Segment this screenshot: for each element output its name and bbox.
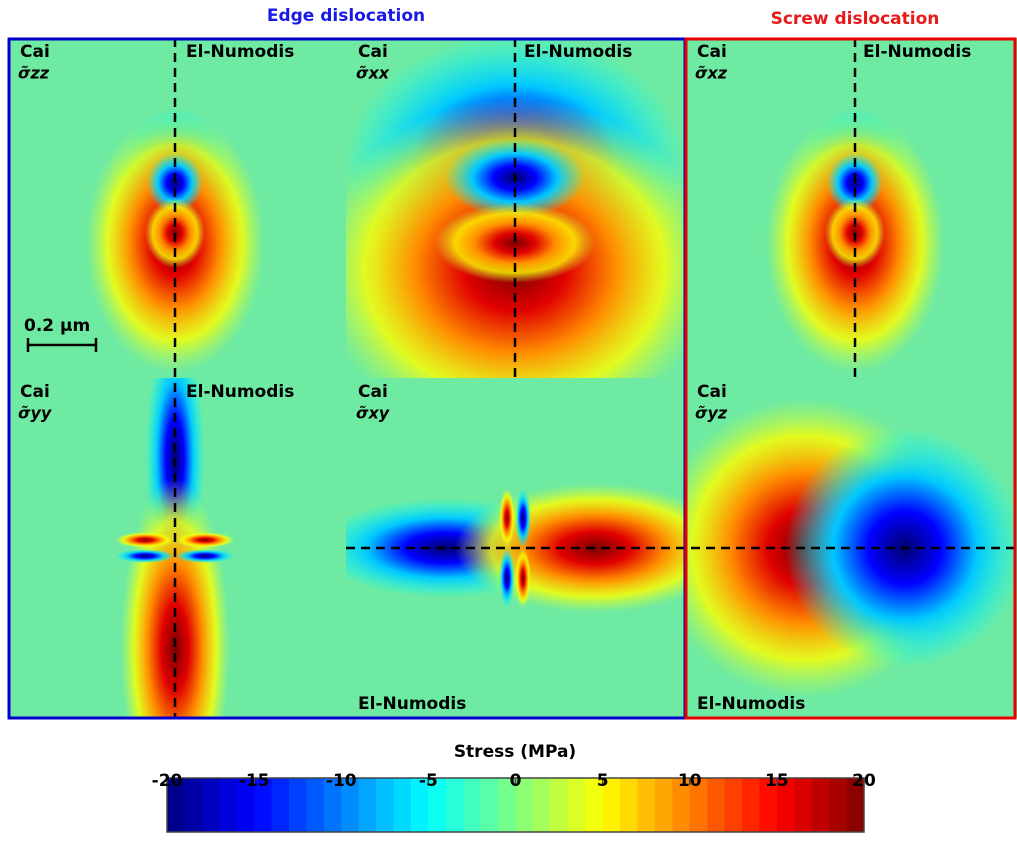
colorbar-segment: [341, 778, 360, 832]
field-lobe: [175, 549, 235, 563]
colorbar-segment: [672, 778, 691, 832]
colorbar-segment: [323, 778, 342, 832]
field-lobe: [175, 532, 235, 548]
colorbar-segment: [602, 778, 621, 832]
method-b-label: El-Numodis: [186, 382, 294, 402]
colorbar-segment: [184, 778, 203, 832]
field-lobe: [515, 488, 531, 548]
colorbar-segment: [620, 778, 638, 832]
colorbar-segment: [463, 778, 482, 832]
colorbar-segment: [567, 778, 586, 832]
colorbar-segment: [724, 778, 743, 832]
colorbar-segment: [288, 778, 307, 832]
colorbar-segment: [515, 778, 534, 832]
method-b-label: El-Numodis: [863, 42, 971, 62]
colorbar-tick-label: 10: [678, 771, 702, 791]
colorbar-segment: [846, 778, 865, 832]
colorbar-tick-label: -10: [326, 771, 357, 791]
method-b-label: El-Numodis: [524, 42, 632, 62]
field-lobe: [499, 548, 515, 608]
colorbar-segment: [480, 778, 499, 832]
method-a-label: Cai: [358, 382, 388, 402]
field-lobe: [147, 153, 203, 213]
colorbar-segment: [776, 778, 795, 832]
scale-bar: [26, 338, 98, 352]
component-label: σ̃yz: [695, 404, 728, 423]
dashed-lines: [173, 38, 1017, 718]
colorbar-tick-label: -5: [419, 771, 438, 791]
colorbar-tick-label: -20: [152, 771, 183, 791]
colorbar-segment: [550, 778, 569, 832]
component-label: σ̃zz: [18, 64, 50, 83]
scale-bar-label: 0.2 µm: [24, 316, 90, 336]
colorbar-segment: [707, 778, 726, 832]
method-b-label: El-Numodis: [186, 42, 294, 62]
method-a-label: Cai: [697, 42, 727, 62]
component-label: σ̃xx: [356, 64, 390, 83]
colorbar-segment: [811, 778, 830, 832]
field-panel: [685, 38, 1017, 378]
colorbar-segment: [236, 778, 255, 832]
field-lobe: [115, 549, 175, 563]
colorbar-segment: [428, 778, 447, 832]
colorbar-segment: [358, 778, 377, 832]
colorbar-segment: [393, 778, 412, 832]
panels: [8, 38, 1017, 718]
colorbar-segment: [445, 778, 464, 832]
colorbar-tick-label: 5: [597, 771, 609, 791]
colorbar-segment: [306, 778, 325, 832]
field-panel: [8, 378, 346, 718]
screw-header: Screw dislocation: [771, 9, 940, 29]
colorbar-segment: [759, 778, 778, 832]
colorbar-segment: [271, 778, 290, 832]
colorbar-tick-label: 20: [852, 771, 876, 791]
colorbar-segment: [201, 778, 220, 832]
colorbar-segment: [637, 778, 656, 832]
colorbar-segment: [794, 778, 813, 832]
method-a-label: Cai: [20, 42, 50, 62]
field-panel: [346, 378, 685, 718]
field-lobe: [115, 532, 175, 548]
colorbar-segment: [585, 778, 604, 832]
method-a-label: Cai: [697, 382, 727, 402]
field-lobe: [515, 548, 531, 608]
colorbar-segment: [654, 778, 673, 832]
component-label: σ̃xy: [356, 404, 390, 423]
component-label: σ̃yy: [18, 404, 52, 423]
component-label: σ̃xz: [695, 64, 728, 83]
colorbar-segment: [410, 778, 429, 832]
field-panel: [8, 38, 346, 378]
field-lobe: [827, 153, 883, 213]
colorbar-segment: [829, 778, 848, 832]
colorbar-tick-label: 0: [510, 771, 522, 791]
colorbar-segment: [498, 778, 516, 832]
method-a-label: Cai: [358, 42, 388, 62]
method-b-label: El-Numodis: [358, 694, 466, 714]
colorbar-segment: [219, 778, 238, 832]
colorbar-segment: [376, 778, 395, 832]
colorbar-segment: [532, 778, 551, 832]
edge-header: Edge dislocation: [267, 6, 425, 26]
method-a-label: Cai: [20, 382, 50, 402]
field-lobe: [120, 478, 230, 718]
colorbar-tick-label: -15: [239, 771, 270, 791]
field-lobe: [435, 203, 595, 283]
colorbar-title: Stress (MPa): [454, 742, 576, 762]
colorbar-segment: [167, 778, 185, 832]
colorbar-tick-label: 15: [765, 771, 789, 791]
screw-frame: [684, 37, 1017, 720]
colorbar-segment: [689, 778, 708, 832]
field-lobe: [499, 488, 515, 548]
colorbar-segment: [254, 778, 273, 832]
method-b-label: El-Numodis: [697, 694, 805, 714]
colorbar-segment: [742, 778, 760, 832]
colorbar: -20 -15 -10 -5 0 5 10 15 20: [152, 771, 876, 833]
